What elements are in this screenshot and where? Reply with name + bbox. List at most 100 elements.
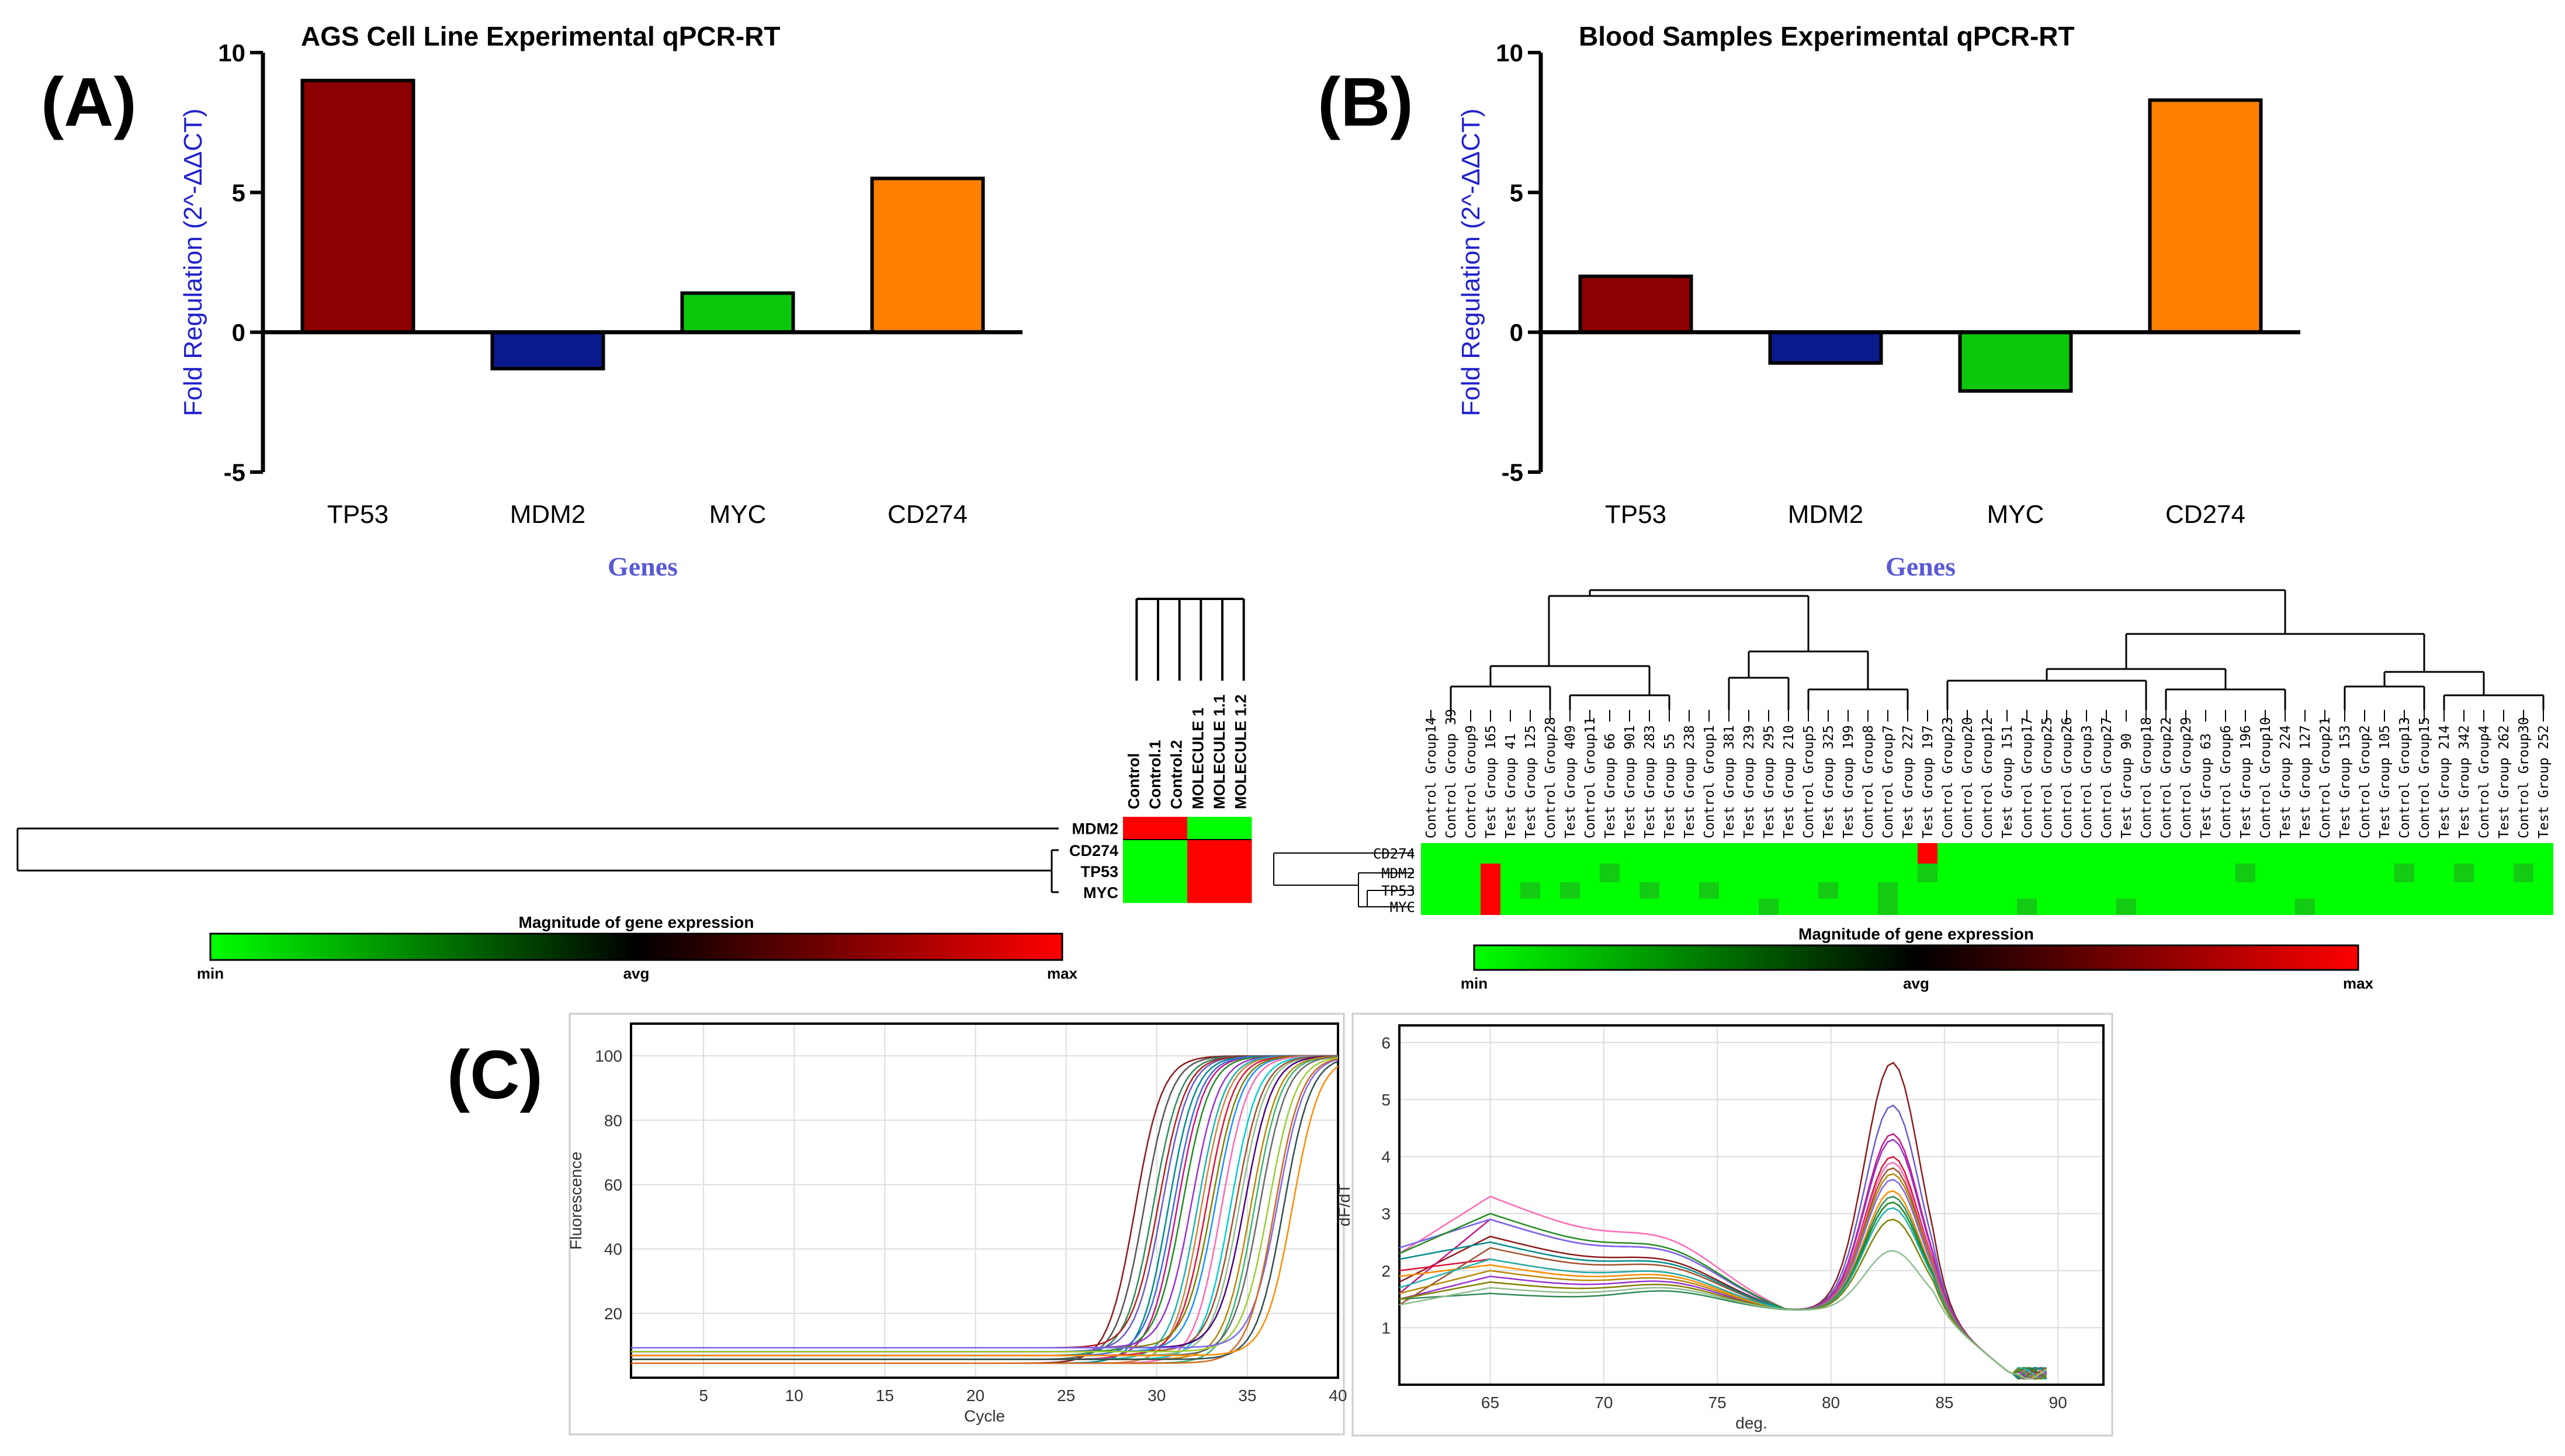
heat-cell-dim xyxy=(2394,864,2414,882)
y-axis-label: Fluorescence xyxy=(567,1152,585,1250)
amplification-curve xyxy=(631,1056,1339,1353)
y-axis-label: dF/dT xyxy=(1335,1184,1353,1226)
heatmap-left: MDM2 CD274 TP53 MYC Control Control.1 Control.… xyxy=(16,598,1252,982)
heat-cell-dim xyxy=(1878,882,1898,899)
panel-label-c: (C) xyxy=(447,1036,543,1114)
column-label: Test Group 151 xyxy=(2000,725,2015,838)
column-label: Test Group 238 xyxy=(1682,725,1697,838)
x-tick-label: MDM2 xyxy=(510,500,586,529)
column-label: Control Group25 xyxy=(2040,717,2055,838)
heat-cell xyxy=(1187,861,1209,882)
column-label: Test Group 41 xyxy=(1503,733,1519,838)
bar-myc xyxy=(1958,330,2073,393)
x-axis-label: Genes xyxy=(1885,552,1956,581)
column-label: Control Group13 xyxy=(2397,717,2413,838)
column-label: Test Group 210 xyxy=(1781,725,1797,838)
x-tick-label: 30 xyxy=(1148,1386,1166,1405)
row-label: MYC xyxy=(1083,884,1118,902)
column-label: Test Group 295 xyxy=(1762,725,1777,838)
heat-cell-high xyxy=(1481,882,1500,899)
column-label: Control Group21 xyxy=(2318,717,2333,838)
heat-cell-dim xyxy=(2514,864,2533,882)
column-label: Test Group 262 xyxy=(2497,725,2512,838)
y-tick-label: 5 xyxy=(1381,1091,1391,1109)
column-label: Control Group15 xyxy=(2417,717,2432,838)
heat-cell xyxy=(1166,882,1188,903)
melt-curve xyxy=(1399,1156,2047,1380)
amplification-curve xyxy=(631,1055,1338,1364)
heat-cell xyxy=(1123,882,1145,903)
y-tick-label: 60 xyxy=(604,1176,622,1194)
melt-curve xyxy=(1399,1104,2047,1380)
heat-cell xyxy=(1123,861,1145,882)
column-label: Test Group 239 xyxy=(1742,725,1757,838)
x-tick-label: 65 xyxy=(1481,1393,1499,1412)
column-label: Test Group 199 xyxy=(1841,725,1856,838)
legend-bar xyxy=(1473,944,2359,971)
x-tick-label: CD274 xyxy=(888,500,968,529)
heat-cell-dim xyxy=(2017,899,2037,915)
x-tick-label: 25 xyxy=(1057,1386,1075,1405)
melt-curve-plot: 65 70 75 80 85 90 1 2 3 4 5 6 deg. dF/dT xyxy=(1335,1013,2113,1437)
x-tick-label: 80 xyxy=(1822,1393,1840,1412)
bar-chart-b: Blood Samples Experimental qPCR-RT TP53 MD… xyxy=(1457,21,2300,581)
column-label: Control Group17 xyxy=(2020,717,2035,838)
heat-cell xyxy=(1123,840,1145,861)
heat-cell xyxy=(1187,817,1209,840)
y-tick-label: 0 xyxy=(1510,319,1523,346)
row-label: CD274 xyxy=(1069,842,1118,859)
column-label: Control Group8 xyxy=(1861,725,1876,838)
amplification-curve xyxy=(631,1055,1338,1353)
row-label: TP53 xyxy=(1080,863,1118,880)
x-tick-label: TP53 xyxy=(327,500,389,529)
y-tick-label: 6 xyxy=(1381,1034,1391,1052)
chart-title: Blood Samples Experimental qPCR-RT xyxy=(1579,21,2075,51)
column-label: Control Group6 xyxy=(2219,725,2234,838)
heat-cell xyxy=(1230,840,1252,861)
column-label: Test Group 153 xyxy=(2338,725,2353,838)
column-label: MOLECULE 1.1 xyxy=(1211,694,1228,809)
bar-tp53 xyxy=(1578,274,1693,334)
legend-label-min: min xyxy=(197,965,224,982)
y-tick-label: 100 xyxy=(595,1047,622,1065)
amplification-curve xyxy=(631,1055,1339,1353)
plot-panel-border xyxy=(1351,1013,2113,1437)
melt-curve xyxy=(1399,1250,2047,1380)
legend-label-avg: avg xyxy=(623,965,650,982)
amplification-curve xyxy=(631,1055,1339,1364)
heat-cell xyxy=(1144,861,1166,882)
bar-myc xyxy=(680,291,795,334)
y-tick-label: 10 xyxy=(218,39,245,67)
y-tick-label: 2 xyxy=(1381,1262,1391,1280)
x-tick-label: 35 xyxy=(1238,1386,1256,1405)
column-label: Control Group30 xyxy=(2517,717,2532,838)
column-label: Control Group1 xyxy=(1702,725,1717,838)
column-label: Control Group4 xyxy=(2477,725,2492,838)
heat-cell-dim xyxy=(1918,864,1937,882)
heat-cell xyxy=(1230,817,1252,840)
column-label: Test Group 252 xyxy=(2536,725,2552,838)
heat-cell-dim xyxy=(1878,899,1898,915)
heat-cell-dim xyxy=(2454,864,2474,882)
heat-cell xyxy=(1123,817,1145,840)
panel-label-b: (B) xyxy=(1318,64,1413,141)
bar-chart-a: AGS Cell Line Experimental qPCR-RT TP53 MD… xyxy=(179,21,1022,581)
column-label: Test Group 90 xyxy=(2119,733,2134,838)
melt-curve xyxy=(1399,1167,2047,1379)
column-label: Test Group 901 xyxy=(1623,725,1638,838)
column-label: MOLECULE 1 xyxy=(1189,708,1207,809)
panel-label-a: (A) xyxy=(41,64,137,141)
heat-cell xyxy=(1230,882,1252,903)
y-tick-label: 80 xyxy=(604,1111,622,1129)
y-tick-label: 10 xyxy=(1496,39,1523,67)
legend-label-avg: avg xyxy=(1903,975,1929,992)
heat-background xyxy=(1421,843,2553,915)
heat-cell xyxy=(1208,840,1230,861)
y-tick-label: 0 xyxy=(232,319,245,346)
heat-cell xyxy=(1208,817,1230,840)
amplification-curve xyxy=(631,1058,1339,1349)
legend-title: Magnitude of gene expression xyxy=(1798,925,2034,943)
y-axis-label: Fold Regulation (2^-ΔΔCT) xyxy=(1457,109,1485,417)
